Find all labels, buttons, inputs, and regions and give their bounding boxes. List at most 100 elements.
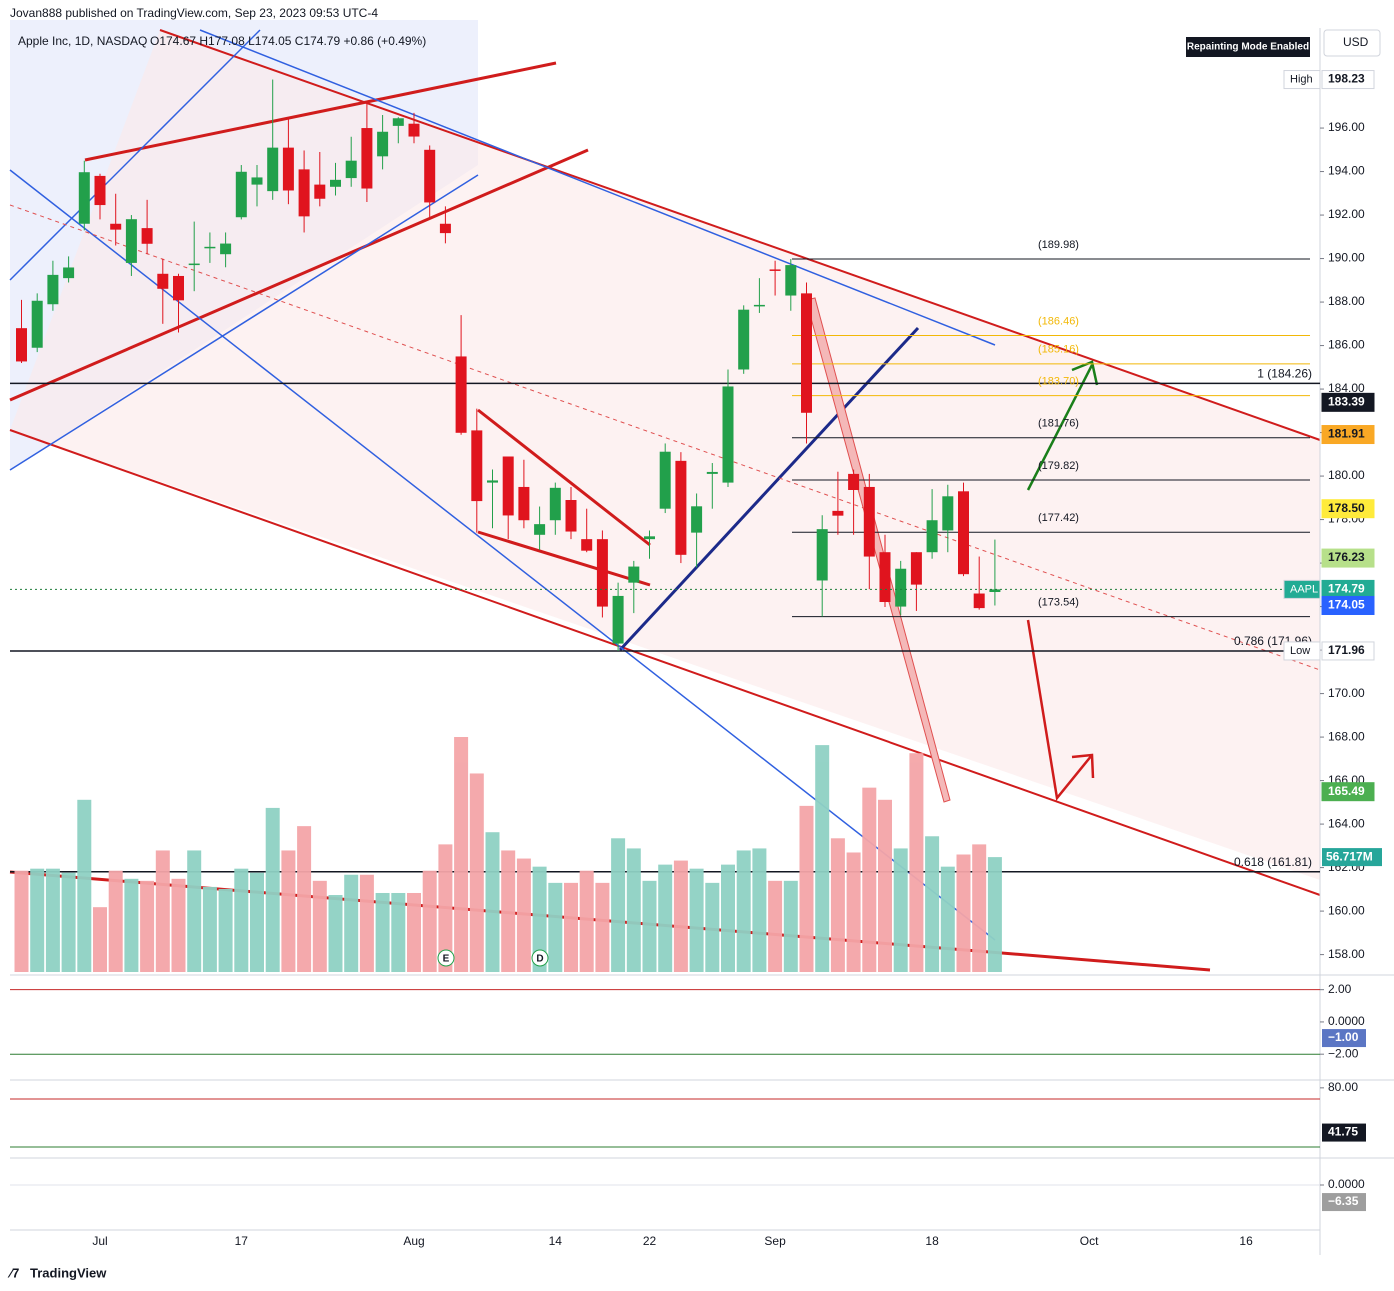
drawings: [9, 29, 1321, 972]
volume-bar: [956, 854, 971, 972]
candle-body: [973, 593, 985, 609]
y-tick-label: 0.0000: [1328, 1014, 1365, 1028]
trendline: [9, 174, 479, 471]
y-tick-label: 170.00: [1328, 686, 1365, 700]
trendline: [9, 29, 261, 281]
volume-bar: [564, 882, 578, 972]
arrow-head: [1071, 753, 1095, 779]
candle-body: [785, 265, 797, 296]
price-label: 198.23: [1328, 72, 1365, 86]
arrow-head: [1071, 360, 1099, 386]
price-label: 171.96: [1328, 643, 1365, 657]
price-tag: Low: [1290, 645, 1310, 657]
volume-bar: [359, 874, 374, 972]
price-label: 176.23: [1328, 550, 1365, 564]
price-label-bg: [1321, 70, 1375, 90]
volume-bar: [548, 882, 563, 972]
x-tick-label: Sep: [764, 1234, 786, 1248]
candle-body: [63, 267, 75, 279]
volume-bar: [297, 826, 312, 972]
price-label: 165.49: [1328, 784, 1365, 798]
price-label: 174.05: [1328, 598, 1365, 612]
volume-bar: [265, 807, 280, 972]
candle-body: [502, 456, 514, 516]
candle-body: [895, 568, 907, 607]
x-tick-label: 22: [643, 1234, 657, 1248]
volume-bar: [909, 753, 924, 972]
currency-button[interactable]: [1323, 29, 1381, 57]
y-tick-label: 164.00: [1328, 816, 1365, 830]
candle-body: [361, 128, 373, 189]
volume-bar: [171, 878, 186, 972]
candle-body: [47, 274, 59, 305]
candle-body: [753, 304, 765, 307]
volume-label: 56.717M: [1326, 849, 1373, 863]
price-label: 178.50: [1328, 501, 1365, 515]
price-tag-bg: [1283, 579, 1321, 599]
volume-bar: [140, 880, 155, 972]
volume: [14, 737, 1002, 972]
volume-bar: [972, 844, 987, 972]
last-value-bg: [1322, 1123, 1366, 1142]
volume-bar: [281, 850, 296, 972]
y-tick-label: −2.00: [1328, 1046, 1359, 1060]
volume-bar: [925, 836, 940, 972]
last-value-bg: [1322, 1029, 1366, 1048]
price-label: 183.39: [1328, 395, 1365, 409]
volume-bar: [485, 832, 500, 972]
candle-body: [31, 300, 43, 348]
trendline: [84, 61, 557, 162]
candle-body: [267, 147, 279, 192]
key-level-label: 0.618 (161.81): [1234, 855, 1312, 869]
event-marker: [531, 949, 549, 967]
candle-body: [188, 263, 200, 266]
volume-bar: [469, 773, 484, 972]
volume-bar: [187, 850, 202, 972]
volume-bar: [124, 878, 139, 972]
last-value: −6.35: [1328, 1194, 1359, 1208]
y-tick-label: 196.00: [1328, 120, 1365, 134]
x-tick-label: 14: [549, 1234, 563, 1248]
candle-body: [251, 177, 263, 185]
volume-bar: [689, 868, 704, 972]
volume-bar: [14, 870, 29, 972]
candle-body: [675, 460, 687, 555]
volume-bar: [626, 848, 641, 972]
price-label-bg: [1321, 782, 1375, 802]
candle-body: [141, 228, 153, 244]
candle-body: [424, 149, 436, 203]
volume-bar: [705, 882, 720, 972]
volume-bar: [108, 870, 123, 972]
candle-body: [612, 595, 624, 644]
candle-body: [408, 123, 420, 137]
price-tag-bg: [1283, 641, 1321, 661]
candle-body: [487, 480, 498, 483]
price-tag: AAPL: [1290, 583, 1318, 595]
volume-bar: [987, 857, 1002, 972]
volume-bar: [579, 870, 594, 972]
volume-bar: [391, 892, 406, 972]
event-label: E: [443, 954, 450, 965]
candle-body: [471, 430, 483, 502]
currency[interactable]: USD: [1343, 35, 1369, 49]
candle-body: [392, 118, 404, 126]
price-label: 181.91: [1328, 427, 1365, 441]
y-tick-label: 168.00: [1328, 729, 1365, 743]
y-tick-label: 160.00: [1328, 903, 1365, 917]
candle-body: [722, 386, 734, 483]
candle-body: [173, 275, 184, 301]
volume-bar: [799, 805, 814, 972]
volume-bar: [595, 882, 610, 972]
publisher: Jovan888 published on TradingView.com, S…: [10, 6, 378, 20]
y-tick-label: 80.00: [1328, 1080, 1358, 1094]
candle-body: [455, 356, 467, 433]
x-tick-label: Oct: [1080, 1234, 1099, 1248]
candle-body: [518, 486, 530, 521]
volume-bar: [516, 858, 531, 972]
event-marker: [437, 949, 455, 967]
trendline: [199, 29, 996, 346]
y-tick-label: 186.00: [1328, 338, 1365, 352]
symbol: Apple Inc, 1D, NASDAQ: [18, 34, 147, 48]
candle-body: [738, 309, 750, 370]
badge-bg: [1186, 37, 1310, 57]
